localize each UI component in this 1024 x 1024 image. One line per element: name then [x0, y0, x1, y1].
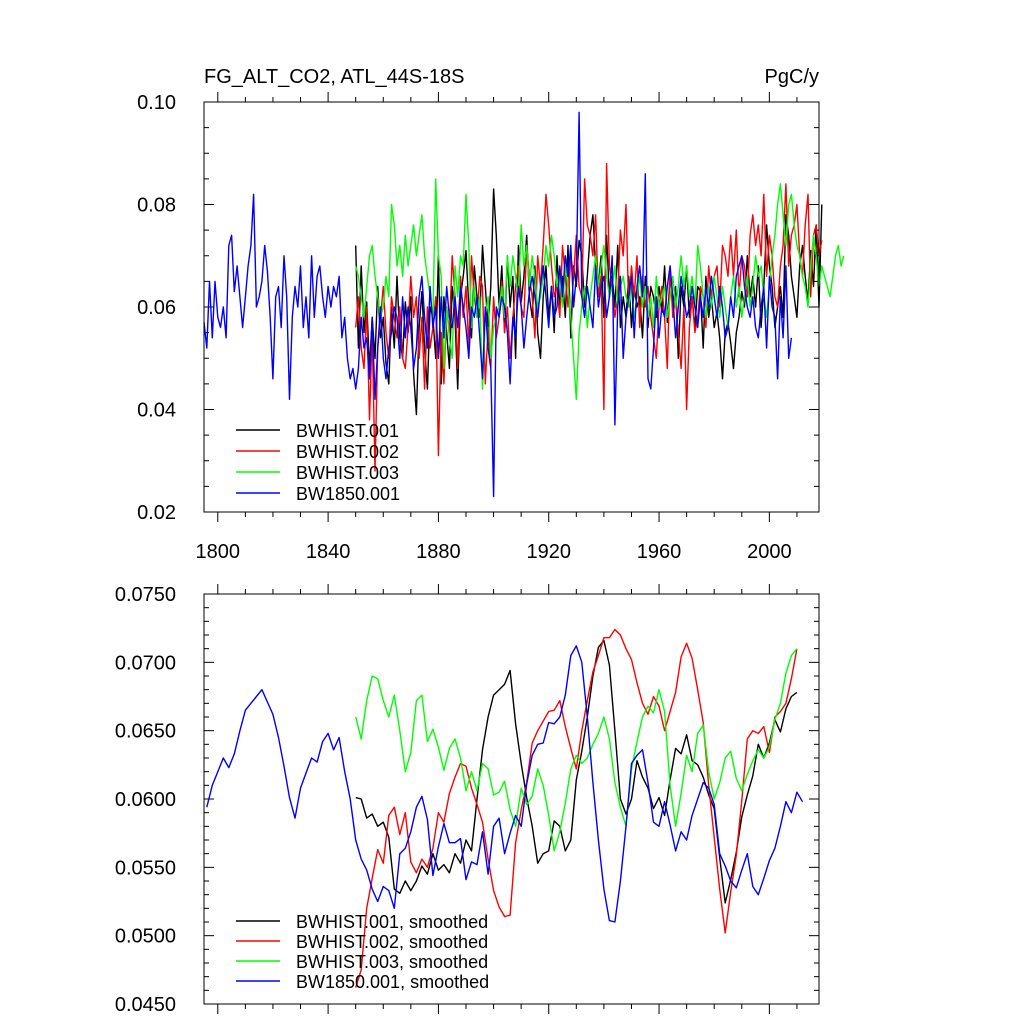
x-tick-label: 1800 — [196, 541, 241, 563]
legend-label: BWHIST.001, smoothed — [296, 912, 488, 932]
x-tick-label: 1840 — [306, 541, 351, 563]
series-line-3 — [355, 178, 845, 400]
top-panel-title: FG_ALT_CO2, ATL_44S-18S — [204, 66, 465, 88]
legend-label: BWHIST.001 — [296, 421, 399, 441]
top-panel-frame — [203, 101, 820, 513]
bottom-panel-series — [206, 628, 804, 988]
y-tick-label: 0.0600 — [115, 789, 176, 811]
y-tick-label: 0.10 — [137, 92, 176, 114]
series-line-3 — [355, 648, 798, 852]
x-tick-label: 1920 — [526, 541, 571, 563]
y-tick-label: 0.02 — [137, 502, 176, 524]
y-tick-label: 0.0700 — [115, 652, 176, 674]
series-line-4 — [203, 111, 793, 498]
y-tick-label: 0.0450 — [115, 994, 176, 1016]
legend-label: BWHIST.002, smoothed — [296, 932, 488, 952]
top-panel-series — [203, 111, 845, 498]
x-tick-label: 1880 — [416, 541, 461, 563]
series-line-2 — [355, 628, 798, 988]
legend-label: BWHIST.003, smoothed — [296, 952, 488, 972]
x-tick-label: 2000 — [747, 541, 792, 563]
bottom-panel-frame — [203, 593, 820, 1005]
legend-label: BWHIST.003 — [296, 463, 399, 483]
legend-label: BW1850.001, smoothed — [296, 972, 489, 992]
series-line-1 — [355, 639, 798, 904]
bottom-panel: 0.0450 0.0500 0.0550 0.0600 0.0650 0.0700 0.07… — [115, 584, 820, 1016]
x-tick-label: 1960 — [637, 541, 682, 563]
y-tick-label: 0.06 — [137, 297, 176, 319]
series-line-4 — [206, 645, 804, 923]
y-tick-label: 0.04 — [137, 400, 176, 422]
y-tick-label: 0.0650 — [115, 721, 176, 743]
y-tick-label: 0.0750 — [115, 584, 176, 606]
y-tick-label: 0.0500 — [115, 926, 176, 948]
legend-label: BW1850.001 — [296, 484, 400, 504]
bottom-panel-axes: 0.0450 0.0500 0.0550 0.0600 0.0650 0.0700 0.07… — [115, 584, 819, 1016]
top-panel: FG_ALT_CO2, ATL_44S-18S PgC/y 1800 1840 18… — [137, 66, 845, 563]
legend-label: BWHIST.002 — [296, 442, 399, 462]
y-tick-label: 0.0550 — [115, 857, 176, 879]
top-panel-units: PgC/y — [765, 66, 819, 88]
top-panel-axes: 1800 1840 1880 1920 1960 2000 0.02 0.04 0.06 0.08… — [137, 92, 819, 563]
y-tick-label: 0.08 — [137, 195, 176, 217]
